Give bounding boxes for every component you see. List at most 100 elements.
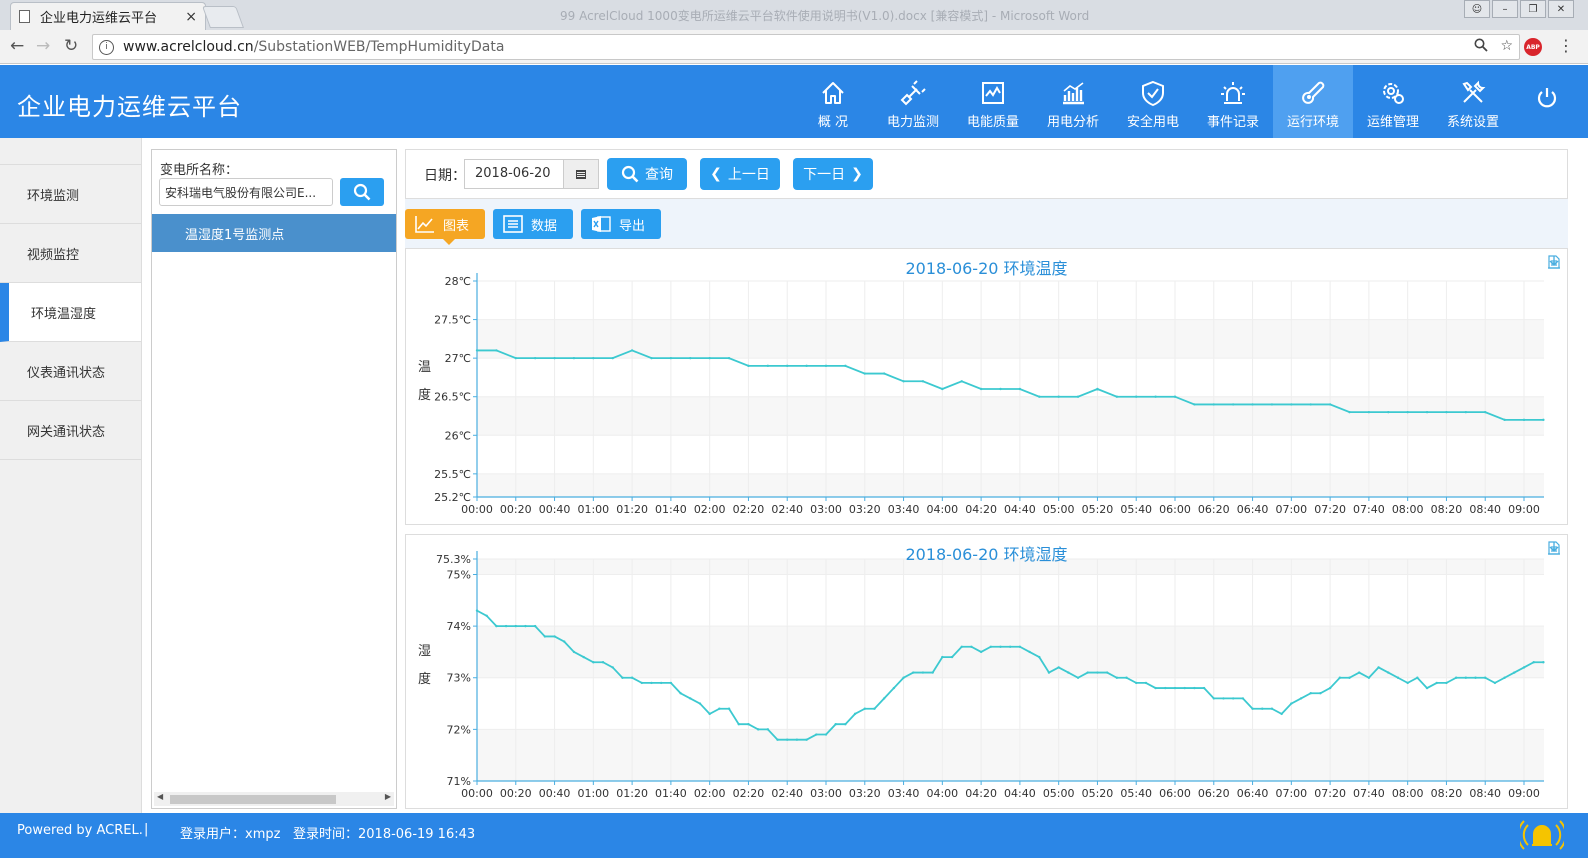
data-point [650,356,653,360]
data-point [475,349,479,352]
x-tick-label: 08:00 [1392,503,1424,516]
data-point [1067,671,1070,674]
station-search-button[interactable] [340,178,384,206]
data-point [1338,676,1342,679]
data-point [766,728,770,731]
data-point [747,364,750,368]
x-tick-label: 00:00 [461,787,493,800]
data-point [1241,697,1245,700]
calendar-button[interactable] [563,159,599,189]
data-view-icon[interactable] [1547,255,1561,269]
data-point [1038,655,1041,659]
tab-data[interactable]: 数据 [493,209,573,239]
date-toolbar: 日期： 2018-06-20 查询 ❮ 上一日 下一日 ❯ [405,149,1568,199]
nav-system-settings[interactable]: 系统设置 [1433,65,1513,138]
reload-icon[interactable]: ↻ [64,36,79,56]
chevron-right-icon: ❯ [851,166,863,182]
data-point [485,614,488,617]
tab-export[interactable]: 导出 [581,209,661,239]
main-nav: 概 况 电力监测 电能质量 用电分析 安全用电 事件记录 运行环境 运维管理 [793,65,1513,138]
bookmark-star-icon[interactable]: ☆ [1500,38,1513,54]
prev-day-button[interactable]: ❮ 上一日 [700,158,780,190]
data-point [689,697,692,700]
data-point [1057,395,1060,398]
x-tick-label: 08:00 [1392,787,1424,800]
data-point [611,666,614,669]
y-tick-label: 73% [447,672,471,685]
alarm-bell-icon[interactable] [1520,817,1564,853]
restore-icon[interactable]: ❐ [1520,0,1546,18]
zoom-icon[interactable] [1474,38,1489,52]
browser-menu-icon[interactable]: ⋮ [1558,36,1574,55]
sidebar-item-env-monitor[interactable]: 环境监测 [0,165,141,224]
nav-ops-management[interactable]: 运维管理 [1353,65,1433,138]
scroll-thumb[interactable] [170,795,336,804]
data-point [1231,697,1235,700]
x-tick-label: 06:20 [1198,503,1230,516]
data-point [1018,387,1022,391]
grid-band [477,729,1544,781]
x-tick-label: 02:40 [771,787,803,800]
x-tick-label: 07:20 [1314,503,1346,516]
data-point [834,723,837,726]
tab-chart[interactable]: 图表 [405,209,485,245]
data-point [737,723,740,726]
nav-power-monitor[interactable]: 电力监测 [873,65,953,138]
date-input[interactable]: 2018-06-20 [464,159,564,189]
date-label: 日期： [424,168,466,184]
data-point [950,655,954,659]
sidebar-item-gateway-comm[interactable]: 网关通讯状态 [0,401,141,460]
url-path: /SubstationWEB/TempHumidityData [253,39,505,55]
x-tick-label: 00:20 [500,503,532,516]
close-window-icon[interactable]: ✕ [1548,0,1574,18]
nav-overview[interactable]: 概 况 [793,65,873,138]
data-point [727,707,731,710]
nav-event-log[interactable]: 事件记录 [1193,65,1273,138]
nav-usage-analysis[interactable]: 用电分析 [1033,65,1113,138]
data-point [495,349,498,352]
adblock-icon[interactable]: ABP [1524,38,1542,56]
sidebar-item-temp-humidity[interactable]: 环境温湿度 [0,283,141,342]
x-tick-label: 01:00 [577,787,609,800]
tab-close-icon[interactable]: × [185,8,197,25]
x-tick-label: 01:40 [655,503,687,516]
nav-power-quality[interactable]: 电能质量 [953,65,1033,138]
address-bar: ← → ↻ i www.acrelcloud.cn/SubstationWEB/… [0,30,1588,64]
forward-arrow-icon[interactable]: → [36,36,51,56]
data-point [795,738,799,741]
station-input[interactable]: 安科瑞电气股份有限公司E... [159,178,333,206]
data-point [572,356,576,360]
data-point [882,372,886,375]
browser-tab[interactable]: 企业电力运维云平台 × [10,2,206,30]
data-view-icon[interactable] [1547,541,1561,555]
next-day-button[interactable]: 下一日 ❯ [793,158,873,190]
nav-operating-env[interactable]: 运行环境 [1273,65,1353,138]
info-icon[interactable]: i [99,39,114,55]
scroll-left-icon[interactable]: ◀ [157,792,164,801]
data-point [1086,671,1089,674]
back-arrow-icon[interactable]: ← [10,36,25,56]
data-point [543,635,547,638]
data-point [1173,395,1177,398]
nav-safety[interactable]: 安全用电 [1113,65,1193,138]
tree-horizontal-scrollbar[interactable]: ◀ ▶ [154,792,394,806]
scroll-right-icon[interactable]: ▶ [384,792,391,801]
minimize-icon[interactable]: – [1492,0,1518,18]
power-icon[interactable] [1534,85,1560,111]
data-point [601,661,605,664]
query-button[interactable]: 查询 [607,158,687,190]
x-tick-label: 08:20 [1431,787,1463,800]
url-field[interactable]: i www.acrelcloud.cn/SubstationWEB/TempHu… [92,34,1520,60]
grid-band [477,319,1544,359]
data-point [1251,707,1254,710]
data-point [708,712,711,716]
sidebar-item-meter-comm[interactable]: 仪表通讯状态 [0,342,141,401]
browser-tab-bar: 企业电力运维云平台 × 99 AcrelCloud 1000变电所运维云平台软件… [0,0,1588,30]
new-tab-button[interactable] [201,6,245,28]
x-tick-label: 00:20 [500,787,532,800]
tree-node-monitor-point[interactable]: 温湿度1号监测点 [152,214,396,252]
x-tick-label: 02:20 [733,503,765,516]
sidebar-item-video[interactable]: 视频监控 [0,224,141,283]
data-point [533,624,537,628]
user-icon[interactable]: ☺ [1464,0,1490,18]
